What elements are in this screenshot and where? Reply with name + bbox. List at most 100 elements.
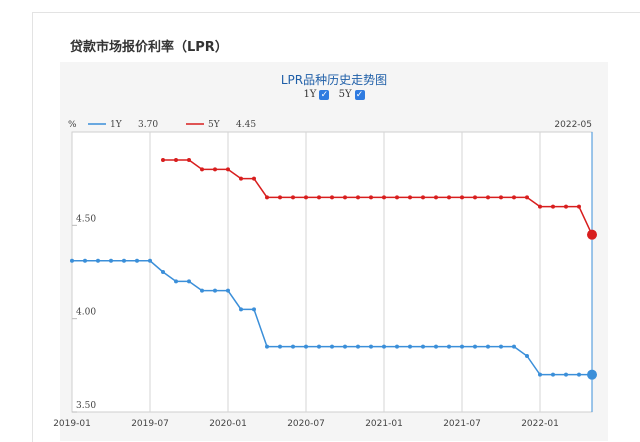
data-point-5y	[538, 204, 542, 209]
latest-point-5y	[587, 229, 597, 240]
x-tick-label: 2020-07	[287, 419, 325, 429]
data-point-1y	[382, 344, 386, 349]
data-point-1y	[304, 344, 308, 349]
series-line-5y	[163, 159, 593, 235]
data-point-1y	[473, 344, 477, 349]
data-point-1y	[460, 344, 464, 349]
data-point-5y	[486, 195, 490, 200]
data-point-5y	[473, 195, 477, 200]
toggle-1y-checkbox[interactable]: ✓	[319, 89, 330, 100]
data-point-5y	[460, 195, 464, 200]
data-point-5y	[213, 167, 217, 172]
data-point-5y	[395, 195, 399, 200]
data-point-1y	[239, 307, 243, 312]
toggle-5y[interactable]: 5Y ✓	[339, 89, 365, 100]
data-point-1y	[148, 258, 152, 263]
data-point-5y	[317, 195, 321, 200]
data-point-5y	[512, 195, 516, 200]
data-point-1y	[564, 372, 568, 377]
data-point-1y	[187, 279, 191, 284]
x-tick-label: 2019-07	[131, 419, 169, 429]
data-point-1y	[330, 344, 334, 349]
data-point-5y	[564, 204, 568, 209]
data-point-1y	[252, 307, 256, 312]
data-point-1y	[317, 344, 321, 349]
date-label: 2022-05	[554, 120, 592, 130]
data-point-1y	[83, 258, 87, 263]
data-point-1y	[525, 354, 529, 358]
plot-area	[71, 131, 593, 413]
data-point-1y	[278, 344, 282, 349]
data-point-5y	[382, 195, 386, 200]
x-tick-label: 2021-07	[443, 419, 481, 429]
data-point-5y	[434, 195, 438, 200]
data-point-1y	[551, 372, 555, 377]
data-point-5y	[356, 195, 360, 200]
data-point-5y	[226, 167, 230, 172]
data-point-1y	[369, 344, 373, 349]
data-point-5y	[499, 195, 503, 200]
data-point-5y	[161, 158, 165, 162]
data-point-5y	[447, 195, 451, 200]
data-point-1y	[200, 288, 204, 293]
legend-label-1y: 1Y	[110, 120, 123, 130]
data-point-1y	[434, 344, 438, 349]
data-point-1y	[395, 344, 399, 349]
data-point-5y	[174, 158, 178, 162]
data-point-1y	[499, 344, 503, 349]
data-point-5y	[291, 195, 295, 200]
legend-label-5y: 5Y	[208, 120, 221, 130]
data-point-1y	[291, 344, 295, 349]
chart-title: LPR品种历史走势图	[280, 73, 388, 87]
y-tick-label: 4.50	[76, 214, 96, 224]
toggle-5y-checkbox[interactable]: ✓	[354, 89, 365, 100]
data-point-1y	[421, 344, 425, 349]
data-point-1y	[577, 372, 581, 377]
data-point-1y	[408, 344, 412, 349]
data-point-1y	[135, 258, 139, 263]
data-point-5y	[265, 195, 269, 200]
data-point-1y	[213, 288, 217, 293]
data-point-5y	[343, 195, 347, 200]
data-point-5y	[330, 195, 334, 200]
data-point-1y	[512, 344, 516, 349]
page-title: 贷款市场报价利率（LPR）	[70, 40, 228, 55]
data-point-5y	[577, 204, 581, 209]
toggle-1y-label: 1Y	[303, 89, 317, 100]
data-point-1y	[122, 258, 126, 263]
x-tick-label: 2022-01	[521, 419, 559, 429]
latest-point-1y	[587, 369, 597, 380]
data-point-1y	[70, 258, 74, 263]
series-toggles: 1Y ✓ 5Y ✓	[60, 89, 608, 100]
data-point-1y	[343, 344, 347, 349]
data-point-5y	[551, 204, 555, 209]
data-point-1y	[109, 258, 113, 263]
x-tick-label: 2020-01	[209, 419, 247, 429]
data-point-5y	[525, 195, 529, 200]
x-tick-label: 2021-01	[365, 419, 403, 429]
data-point-5y	[278, 195, 282, 200]
data-point-5y	[369, 195, 373, 200]
data-point-1y	[226, 288, 230, 293]
data-point-5y	[252, 176, 256, 181]
data-point-1y	[96, 258, 100, 263]
data-point-1y	[486, 344, 490, 349]
data-point-1y	[447, 344, 451, 349]
y-tick-label: 4.00	[76, 308, 96, 318]
legend-value-1y: 3.70	[138, 120, 158, 130]
data-point-5y	[408, 195, 412, 200]
data-point-5y	[187, 158, 191, 162]
toggle-1y[interactable]: 1Y ✓	[303, 89, 330, 100]
data-point-5y	[421, 195, 425, 200]
data-point-1y	[356, 344, 360, 349]
data-point-1y	[538, 372, 542, 377]
unit-label: %	[68, 120, 77, 130]
data-point-1y	[265, 344, 269, 349]
data-point-5y	[239, 176, 243, 181]
x-tick-label: 2019-01	[53, 419, 91, 429]
data-point-1y	[174, 279, 178, 284]
data-point-1y	[161, 270, 165, 274]
legend-value-5y: 4.45	[236, 120, 256, 130]
data-point-5y	[200, 167, 204, 172]
